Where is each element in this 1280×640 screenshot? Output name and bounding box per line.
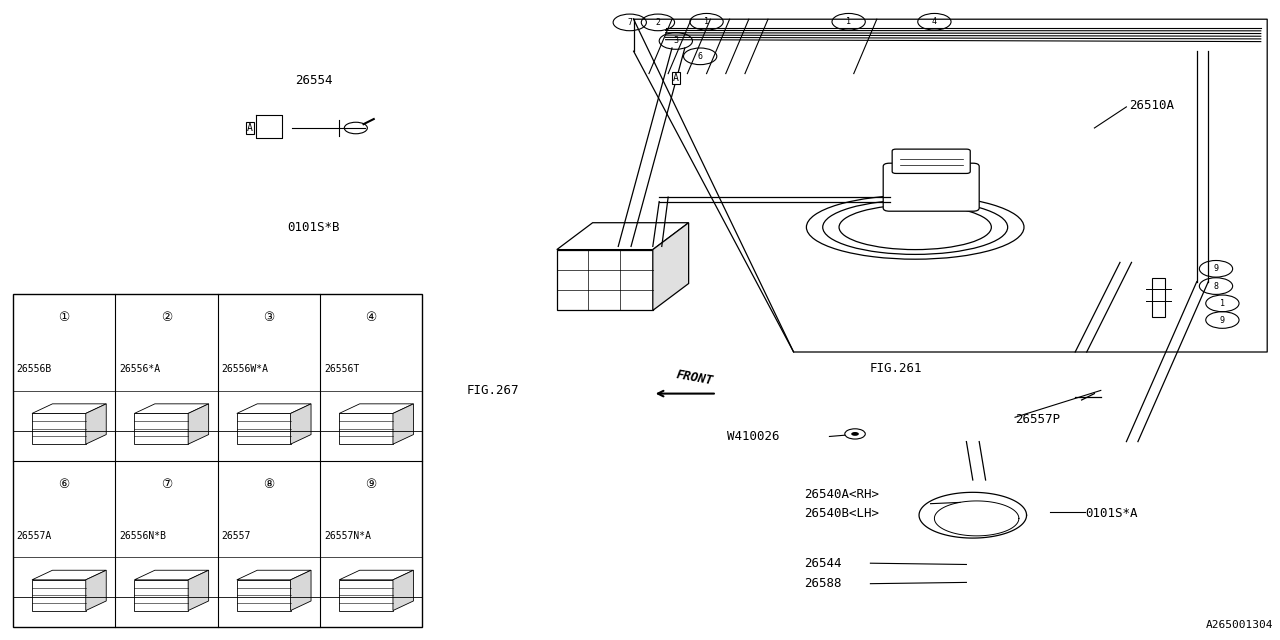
Text: 9: 9 <box>1213 264 1219 273</box>
Polygon shape <box>291 570 311 611</box>
Text: 0101S*B: 0101S*B <box>287 221 340 234</box>
Text: 26557A: 26557A <box>17 531 52 541</box>
Text: 2: 2 <box>655 18 660 27</box>
Polygon shape <box>653 223 689 310</box>
Polygon shape <box>339 413 393 444</box>
Text: FRONT: FRONT <box>676 368 714 387</box>
Polygon shape <box>134 580 188 611</box>
Polygon shape <box>86 404 106 444</box>
Text: 1: 1 <box>1220 299 1225 308</box>
Text: 26540B<LH>: 26540B<LH> <box>804 507 879 520</box>
Text: FIG.267: FIG.267 <box>466 384 520 397</box>
Text: 8: 8 <box>1213 282 1219 291</box>
Text: 3: 3 <box>673 36 678 45</box>
Polygon shape <box>393 570 413 611</box>
Text: ②: ② <box>161 311 172 324</box>
Text: A: A <box>247 123 252 133</box>
Text: 26510A: 26510A <box>1129 99 1174 112</box>
Text: 26556N*B: 26556N*B <box>119 531 166 541</box>
Polygon shape <box>393 404 413 444</box>
Polygon shape <box>339 570 413 580</box>
Text: 6: 6 <box>698 52 703 61</box>
Text: 0101S*A: 0101S*A <box>1085 507 1138 520</box>
Text: ⑨: ⑨ <box>366 477 376 491</box>
Text: 1: 1 <box>846 17 851 26</box>
Polygon shape <box>188 404 209 444</box>
Circle shape <box>851 432 859 436</box>
Text: 26557P: 26557P <box>1015 413 1060 426</box>
Text: ⑥: ⑥ <box>59 477 69 491</box>
FancyBboxPatch shape <box>883 163 979 211</box>
Bar <box>13 294 422 627</box>
Polygon shape <box>1152 278 1165 317</box>
Polygon shape <box>339 580 393 611</box>
Text: 26540A<RH>: 26540A<RH> <box>804 488 879 500</box>
Polygon shape <box>32 413 86 444</box>
Polygon shape <box>32 570 106 580</box>
Polygon shape <box>237 570 311 580</box>
Text: 26556T: 26556T <box>324 364 360 374</box>
Text: 26557: 26557 <box>221 531 251 541</box>
Text: ④: ④ <box>366 311 376 324</box>
Polygon shape <box>134 570 209 580</box>
Polygon shape <box>237 404 311 413</box>
Text: 26556B: 26556B <box>17 364 52 374</box>
Text: ③: ③ <box>264 311 274 324</box>
Text: FIG.261: FIG.261 <box>869 362 923 374</box>
Text: ⑧: ⑧ <box>264 477 274 491</box>
Polygon shape <box>237 413 291 444</box>
Polygon shape <box>134 404 209 413</box>
Text: W410026: W410026 <box>727 430 780 443</box>
Polygon shape <box>557 223 689 250</box>
Text: 9: 9 <box>1220 316 1225 324</box>
Polygon shape <box>188 570 209 611</box>
Text: ⑦: ⑦ <box>161 477 172 491</box>
Text: 7: 7 <box>627 18 632 27</box>
Text: 26556W*A: 26556W*A <box>221 364 269 374</box>
Text: 26557N*A: 26557N*A <box>324 531 371 541</box>
Text: A: A <box>673 73 678 83</box>
Text: 26556*A: 26556*A <box>119 364 160 374</box>
Polygon shape <box>291 404 311 444</box>
Text: 26544: 26544 <box>804 557 841 570</box>
Polygon shape <box>237 580 291 611</box>
FancyBboxPatch shape <box>892 149 970 173</box>
Polygon shape <box>134 413 188 444</box>
Text: ①: ① <box>59 311 69 324</box>
Text: 4: 4 <box>932 17 937 26</box>
Text: 26554: 26554 <box>294 74 333 86</box>
Text: 26588: 26588 <box>804 577 841 590</box>
Polygon shape <box>32 580 86 611</box>
Polygon shape <box>86 570 106 611</box>
Text: 1: 1 <box>704 17 709 26</box>
Bar <box>557 250 653 310</box>
Polygon shape <box>339 404 413 413</box>
Text: A265001304: A265001304 <box>1206 620 1274 630</box>
Polygon shape <box>32 404 106 413</box>
